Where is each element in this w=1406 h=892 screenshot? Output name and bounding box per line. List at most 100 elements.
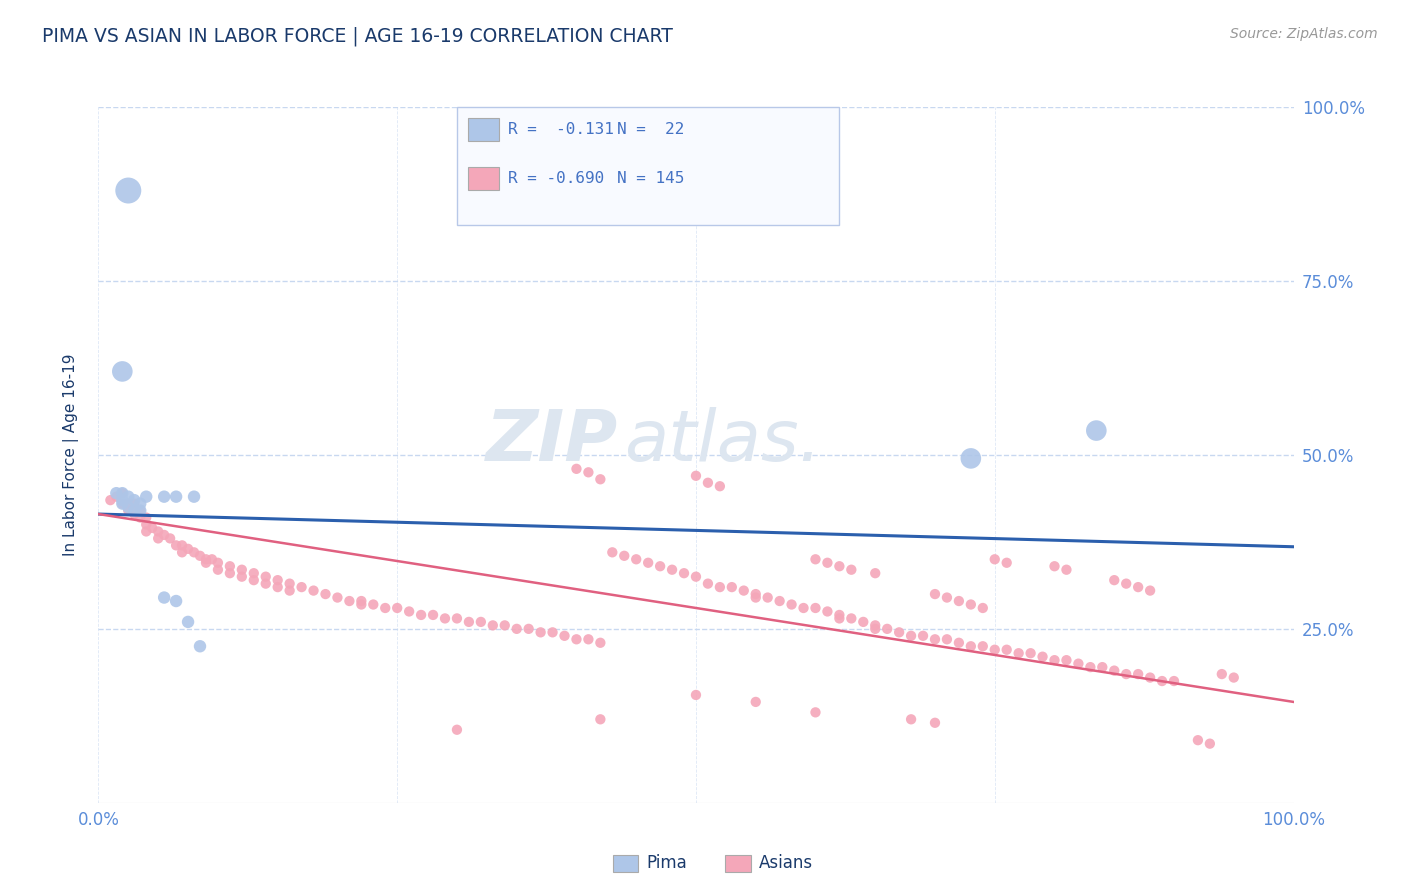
Point xyxy=(1211,667,1233,681)
Point xyxy=(470,615,492,629)
Point xyxy=(685,468,707,483)
Point xyxy=(900,712,922,726)
Point xyxy=(828,607,851,622)
Point xyxy=(984,552,1007,566)
Point xyxy=(1163,674,1185,689)
Text: N =  22: N = 22 xyxy=(617,122,685,136)
Point xyxy=(183,545,205,559)
Text: Asians: Asians xyxy=(759,854,813,871)
Point xyxy=(911,629,934,643)
Point xyxy=(1198,737,1220,751)
Text: atlas.: atlas. xyxy=(624,407,823,475)
Point xyxy=(1102,573,1125,587)
Point xyxy=(1128,580,1150,594)
Point xyxy=(350,594,373,608)
Point xyxy=(804,552,827,566)
Point xyxy=(1032,649,1054,664)
Point xyxy=(972,639,994,653)
Point xyxy=(900,629,922,643)
Point xyxy=(177,541,200,556)
Point xyxy=(267,573,290,587)
Point xyxy=(135,490,157,504)
Point xyxy=(602,545,624,559)
Point xyxy=(815,605,838,619)
Text: Source: ZipAtlas.com: Source: ZipAtlas.com xyxy=(1230,27,1378,41)
Point xyxy=(1139,583,1161,598)
Point xyxy=(446,611,468,625)
Point xyxy=(648,559,672,574)
Point xyxy=(768,594,790,608)
Point xyxy=(924,587,946,601)
Point xyxy=(876,622,898,636)
Point xyxy=(141,521,163,535)
Point xyxy=(828,559,851,574)
Point xyxy=(685,688,707,702)
Point xyxy=(129,503,152,517)
Point xyxy=(183,490,205,504)
Point xyxy=(959,639,981,653)
Point xyxy=(98,493,122,508)
Point xyxy=(111,497,134,511)
Point xyxy=(1080,660,1102,674)
Point xyxy=(565,632,588,647)
Point xyxy=(458,615,481,629)
Point xyxy=(201,552,224,566)
Point xyxy=(385,601,409,615)
Point xyxy=(709,580,731,594)
Point xyxy=(374,601,396,615)
Point xyxy=(302,583,325,598)
Point xyxy=(254,570,277,584)
Point xyxy=(529,625,551,640)
Point xyxy=(613,549,636,563)
Text: Pima: Pima xyxy=(647,854,688,871)
Point xyxy=(1115,667,1137,681)
Point xyxy=(481,618,505,632)
Point xyxy=(111,486,134,500)
Point xyxy=(363,598,385,612)
Point xyxy=(219,566,242,581)
Point xyxy=(745,695,768,709)
Point xyxy=(841,611,863,625)
Point xyxy=(124,497,146,511)
Point xyxy=(446,723,468,737)
Point xyxy=(685,570,707,584)
Point xyxy=(339,594,360,608)
Point xyxy=(326,591,349,605)
Point xyxy=(576,466,599,480)
Text: N = 145: N = 145 xyxy=(617,171,685,186)
Point xyxy=(111,493,134,508)
Point xyxy=(637,556,659,570)
Point xyxy=(165,594,187,608)
Point xyxy=(541,625,564,640)
Point xyxy=(207,556,229,570)
Point xyxy=(194,552,218,566)
Point xyxy=(936,591,959,605)
Point xyxy=(1091,660,1114,674)
Point xyxy=(111,486,134,500)
Point xyxy=(1054,563,1078,577)
Point xyxy=(576,632,599,647)
Point xyxy=(863,622,887,636)
Point xyxy=(350,598,373,612)
Point xyxy=(117,490,139,504)
Point xyxy=(1007,646,1029,660)
Point xyxy=(267,580,290,594)
Point xyxy=(129,510,152,524)
Point xyxy=(745,587,768,601)
Text: ZIP: ZIP xyxy=(486,407,619,475)
Point xyxy=(673,566,696,581)
Point xyxy=(733,583,755,598)
Point xyxy=(219,559,242,574)
Point xyxy=(948,594,970,608)
Point xyxy=(172,538,194,552)
Point xyxy=(972,601,994,615)
Point xyxy=(815,556,838,570)
Point xyxy=(111,364,134,378)
Point xyxy=(863,566,887,581)
Point xyxy=(398,605,420,619)
Point xyxy=(1054,653,1078,667)
Point xyxy=(948,636,970,650)
Point xyxy=(1102,664,1125,678)
Point xyxy=(129,497,152,511)
Point xyxy=(117,500,139,514)
